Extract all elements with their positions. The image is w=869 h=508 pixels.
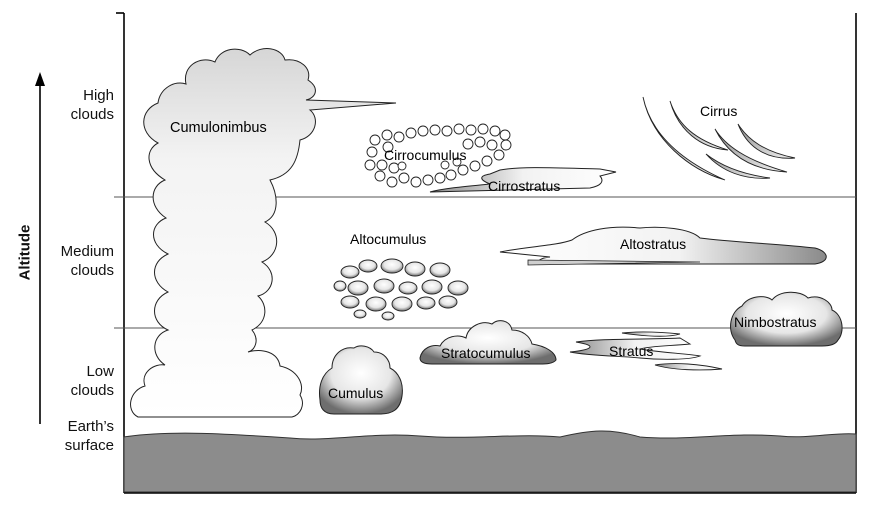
label-cirrus: Cirrus bbox=[700, 103, 737, 119]
cirrus-cloud bbox=[642, 96, 796, 181]
stratocumulus-cloud bbox=[419, 320, 557, 365]
label-cirrostratus: Cirrostratus bbox=[488, 178, 560, 194]
label-altocumulus: Altocumulus bbox=[350, 231, 426, 247]
diagram-frame bbox=[116, 12, 857, 494]
tier-label-medium: Medium clouds bbox=[60, 243, 114, 279]
nimbostratus-cloud bbox=[730, 291, 843, 347]
cirrocumulus-cloud bbox=[364, 123, 512, 188]
altostratus-cloud bbox=[499, 226, 827, 266]
tier-label-low: Low clouds bbox=[70, 363, 114, 399]
earth-surface bbox=[123, 430, 857, 493]
cumulus-cloud bbox=[319, 345, 403, 415]
label-cirrocumulus: Cirrocumulus bbox=[384, 147, 466, 163]
tier-label-surface: Earth’s surface bbox=[64, 418, 114, 454]
tier-label-high: High clouds bbox=[70, 87, 114, 123]
label-stratocumulus: Stratocumulus bbox=[441, 345, 530, 361]
label-altostratus: Altostratus bbox=[620, 236, 686, 252]
label-cumulonimbus: Cumulonimbus bbox=[170, 120, 267, 136]
altitude-arrow bbox=[35, 72, 45, 424]
label-stratus: Stratus bbox=[609, 343, 653, 359]
stratus-cloud bbox=[569, 331, 723, 371]
altocumulus-cloud bbox=[333, 258, 469, 321]
label-cumulus: Cumulus bbox=[328, 385, 383, 401]
label-nimbostratus: Nimbostratus bbox=[734, 314, 816, 330]
cumulonimbus-cloud bbox=[130, 48, 397, 418]
cirrostratus-cloud bbox=[429, 167, 617, 193]
